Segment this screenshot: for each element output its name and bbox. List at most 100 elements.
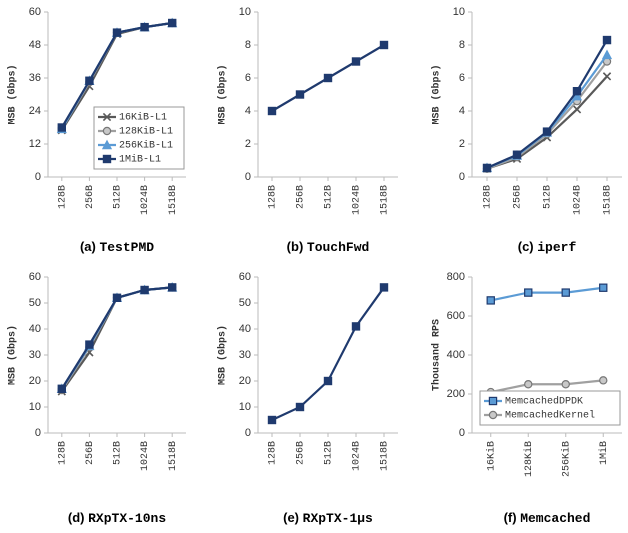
x-tick-label: 512B xyxy=(543,185,554,209)
x-tick-label: 256B xyxy=(85,441,96,465)
marker xyxy=(572,105,582,114)
caption-title: TestPMD xyxy=(99,240,154,255)
marker xyxy=(482,163,492,173)
marker xyxy=(486,296,495,305)
marker xyxy=(140,285,149,295)
marker xyxy=(571,90,583,101)
y-tick-label: 10 xyxy=(239,401,251,413)
y-tick-label: 48 xyxy=(29,39,41,51)
y-tick-label: 10 xyxy=(453,6,465,18)
legend-label: 16KiB-L1 xyxy=(119,112,167,124)
x-tick-label: 1024B xyxy=(573,185,584,215)
caption: (f) Memcached xyxy=(504,510,591,526)
marker xyxy=(140,22,149,32)
y-tick-label: 2 xyxy=(459,138,465,150)
marker xyxy=(295,90,305,99)
y-tick-label: 60 xyxy=(29,6,41,18)
x-tick-label: 128B xyxy=(57,185,68,209)
y-tick-label: 24 xyxy=(29,105,41,117)
series-line xyxy=(60,286,173,390)
y-axis-label: MSB (Gbps) xyxy=(217,325,229,385)
legend-label: MemcachedKernel xyxy=(505,410,595,422)
marker xyxy=(267,106,277,116)
y-tick-label: 6 xyxy=(459,72,465,84)
marker xyxy=(85,340,94,349)
y-tick-label: 40 xyxy=(239,323,251,335)
marker xyxy=(351,322,361,331)
y-tick-label: 600 xyxy=(447,310,465,322)
marker xyxy=(524,288,533,297)
x-tick-label: 512B xyxy=(324,185,335,209)
marker xyxy=(488,396,498,406)
marker xyxy=(379,283,389,292)
legend: 16KiB-L1 128KiB-L1 256KiB-L1 1MiB-L1 xyxy=(93,106,185,170)
x-tick-label: 128B xyxy=(483,185,494,209)
series-line xyxy=(60,286,173,390)
y-tick-label: 20 xyxy=(29,375,41,387)
marker xyxy=(572,86,582,96)
y-tick-label: 800 xyxy=(447,271,465,283)
marker xyxy=(602,72,612,81)
series-line xyxy=(271,286,385,421)
marker xyxy=(168,283,177,292)
panel: 0 2 4 6 8 10 128B 256B 512B 1024B 1518B MSB (Gbps) (… xyxy=(217,6,398,255)
x-tick-label: 256B xyxy=(296,441,307,465)
x-tick-label: 1518B xyxy=(168,185,179,215)
y-tick-label: 6 xyxy=(245,72,251,84)
y-axis-label: MSB (Gbps) xyxy=(431,64,443,124)
series-line xyxy=(60,286,173,391)
x-tick-label: 1518B xyxy=(380,185,391,215)
marker xyxy=(267,415,277,425)
marker xyxy=(351,57,361,66)
marker xyxy=(524,380,533,389)
marker xyxy=(488,410,498,420)
x-tick-label: 512B xyxy=(113,185,124,209)
marker xyxy=(601,49,613,60)
caption: (e) RXpTX-1µs xyxy=(283,510,373,526)
x-tick-label: 512B xyxy=(113,441,124,465)
x-tick-label: 256B xyxy=(513,185,524,209)
y-axis-label: MSB (Gbps) xyxy=(7,325,19,385)
x-tick-label: 128B xyxy=(268,185,279,209)
series-line xyxy=(490,379,604,394)
series-line xyxy=(486,75,608,170)
panel: 0 10 20 30 40 50 60 128B 256B 512B 1024B 1518B MSB (… xyxy=(7,271,186,526)
x-tick-label: 128KiB xyxy=(523,441,535,477)
y-tick-label: 36 xyxy=(29,72,41,84)
x-tick-label: 1024B xyxy=(140,441,151,471)
y-tick-label: 0 xyxy=(459,171,465,183)
x-tick-label: 1MiB xyxy=(598,441,610,465)
y-tick-label: 30 xyxy=(29,349,41,361)
marker xyxy=(602,35,612,45)
caption-title: iperf xyxy=(537,240,576,255)
caption: (a) TestPMD xyxy=(80,239,154,255)
y-tick-label: 2 xyxy=(245,138,251,150)
y-tick-label: 0 xyxy=(35,171,41,183)
marker xyxy=(512,150,522,159)
x-tick-label: 512B xyxy=(324,441,335,465)
y-axis-label: MSB (Gbps) xyxy=(7,64,19,124)
caption: (d) RXpTX-10ns xyxy=(68,510,166,526)
panel: 0 2 4 6 8 10 128B 256B 512B 1024B 1518B MSB (Gbps) (… xyxy=(431,6,622,255)
caption-label: (b) xyxy=(287,239,304,254)
y-axis-label: MSB (Gbps) xyxy=(217,64,229,124)
marker xyxy=(561,288,570,297)
x-tick-label: 16KiB xyxy=(485,441,497,471)
panel: 0 200 400 600 800 16KiB 128KiB 256KiB 1MiB Thousa… xyxy=(431,271,622,526)
y-tick-label: 60 xyxy=(29,271,41,283)
x-tick-label: 128B xyxy=(268,441,279,465)
legend-label: MemcachedDPDK xyxy=(505,396,583,408)
y-tick-label: 4 xyxy=(245,105,251,117)
marker xyxy=(323,73,333,83)
caption: (b) TouchFwd xyxy=(287,239,370,255)
y-tick-label: 0 xyxy=(35,427,41,439)
marker xyxy=(542,127,552,136)
y-tick-label: 8 xyxy=(459,39,465,51)
caption-title: Memcached xyxy=(520,511,590,526)
y-tick-label: 50 xyxy=(29,297,41,309)
caption-label: (d) xyxy=(68,510,85,525)
x-tick-label: 1518B xyxy=(168,441,179,471)
caption-label: (c) xyxy=(518,239,534,254)
series-line xyxy=(490,286,604,302)
